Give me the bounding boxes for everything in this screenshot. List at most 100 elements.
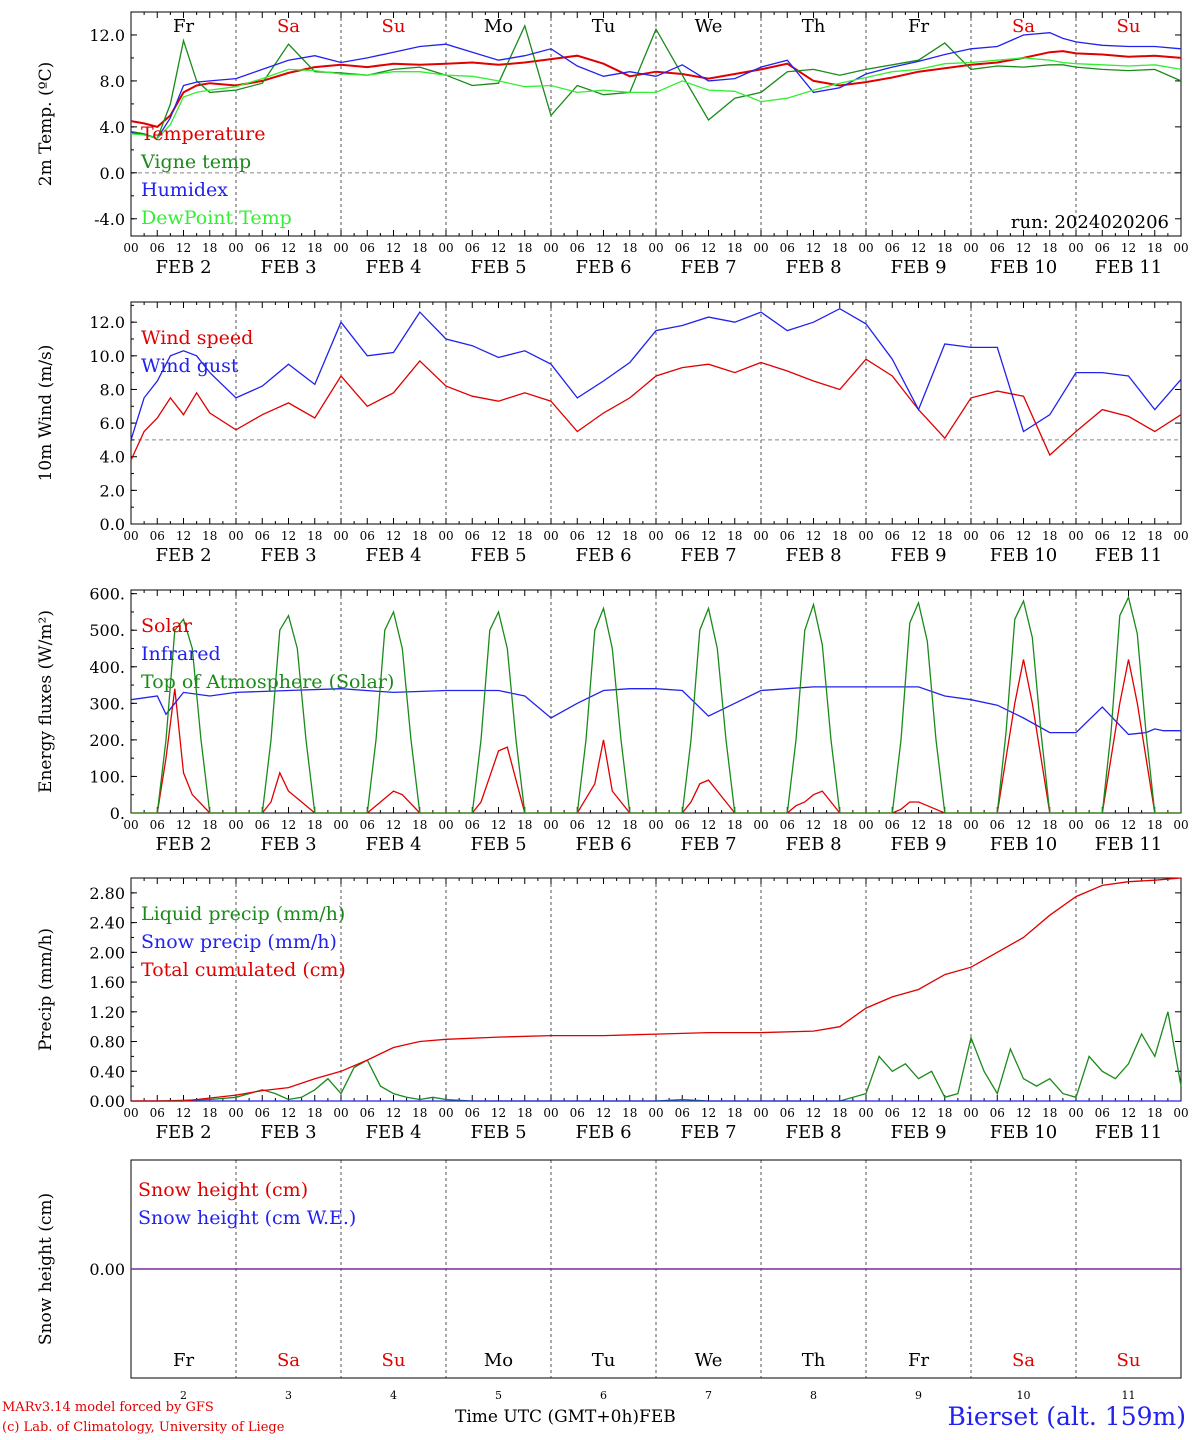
hour-tick-label: 12 [596, 241, 611, 255]
date-label: FEB 8 [785, 834, 841, 855]
time-axis-label: Time UTC (GMT+0h)FEB [455, 1407, 676, 1427]
weekday-label: Tu [592, 16, 616, 37]
hour-tick-label: 06 [1095, 529, 1110, 543]
hour-tick-label: 00 [228, 1106, 243, 1120]
day-number: 5 [495, 1389, 502, 1400]
station-title: Bierset (alt. 159m) [947, 1402, 1186, 1431]
date-label: FEB 2 [155, 834, 211, 855]
hour-tick-label: 06 [255, 1106, 270, 1120]
hour-tick-label: 06 [465, 818, 480, 832]
hour-tick-label: 06 [675, 529, 690, 543]
hour-tick-label: 00 [648, 818, 663, 832]
hour-tick-label: 06 [150, 1106, 165, 1120]
y-tick-label: 500. [89, 621, 125, 640]
hour-tick-label: 06 [570, 529, 585, 543]
date-label: FEB 9 [890, 545, 946, 566]
hour-tick-label: 12 [176, 818, 191, 832]
hour-tick-label: 06 [780, 818, 795, 832]
y-tick-label: 400. [89, 658, 125, 677]
hour-tick-label: 12 [1016, 529, 1031, 543]
y-tick-label: 12.0 [89, 26, 125, 45]
hour-tick-label: 18 [622, 241, 637, 255]
series-wind-speed [130, 358, 1182, 461]
y-tick-label: 600. [89, 585, 125, 604]
y-tick-label: 4.0 [100, 448, 125, 467]
y-tick-label: 0.0 [100, 164, 125, 183]
hour-tick-label: 12 [701, 1106, 716, 1120]
weekday-label: Tu [592, 1350, 616, 1371]
y-tick-label: 6.0 [100, 414, 125, 433]
lab-credit: (c) Lab. of Climatology, University of L… [2, 1420, 285, 1435]
hour-tick-label: 12 [596, 529, 611, 543]
hour-tick-label: 00 [228, 818, 243, 832]
hour-tick-label: 12 [1121, 241, 1136, 255]
hour-tick-label: 18 [832, 818, 847, 832]
weekday-label: Mo [484, 16, 513, 37]
hour-tick-label: 06 [570, 818, 585, 832]
hour-tick-label: 12 [911, 529, 926, 543]
date-label: FEB 9 [890, 834, 946, 855]
date-label: FEB 3 [260, 257, 316, 278]
hour-tick-label: 00 [753, 529, 768, 543]
month-label: FEB [639, 1407, 676, 1427]
hour-tick-label: 06 [465, 241, 480, 255]
hour-tick-label: 12 [1121, 529, 1136, 543]
date-label: FEB 6 [575, 834, 631, 855]
date-label: FEB 2 [155, 545, 211, 566]
hour-tick-label: 18 [727, 818, 742, 832]
series-wind-gust [130, 307, 1182, 441]
legend-entry: Snow height (cm) [138, 1179, 308, 1201]
y-tick-label: 2.0 [100, 481, 125, 500]
hour-tick-label: 12 [491, 1106, 506, 1120]
hour-tick-label: 18 [937, 818, 952, 832]
date-label: FEB 4 [365, 1122, 421, 1143]
hour-tick-label: 18 [1147, 1106, 1162, 1120]
hour-tick-label: 06 [885, 241, 900, 255]
hour-tick-label: 06 [1095, 818, 1110, 832]
hour-tick-label: 12 [806, 529, 821, 543]
date-label: FEB 10 [990, 257, 1057, 278]
hour-tick-label: 12 [281, 529, 296, 543]
day-number: 3 [285, 1389, 292, 1400]
legend-entry: DewPoint Temp [141, 207, 292, 229]
hour-tick-label: 12 [596, 1106, 611, 1120]
hour-tick-label: 06 [570, 1106, 585, 1120]
time-axis-title: Time UTC (GMT+0h) [455, 1407, 640, 1427]
date-label: FEB 3 [260, 834, 316, 855]
hour-tick-label: 00 [753, 818, 768, 832]
hour-tick-label: 18 [832, 241, 847, 255]
date-label: FEB 10 [990, 834, 1057, 855]
hour-tick-label: 00 [753, 1106, 768, 1120]
hour-tick-label: 18 [412, 1106, 427, 1120]
day-number: 9 [915, 1389, 922, 1400]
hour-tick-label: 00 [858, 241, 873, 255]
hour-tick-label: 00 [543, 241, 558, 255]
hour-tick-label: 12 [1016, 241, 1031, 255]
legend-entry: Humidex [141, 179, 228, 201]
hour-tick-label: 00 [333, 1106, 348, 1120]
hour-tick-label: 06 [675, 241, 690, 255]
y-tick-label: 1.20 [89, 1003, 125, 1022]
weekday-label: Th [802, 16, 826, 37]
date-label: FEB 8 [785, 1122, 841, 1143]
hour-tick-label: 06 [675, 1106, 690, 1120]
date-label: FEB 2 [155, 257, 211, 278]
y-axis-label: 10m Wind (m/s) [36, 345, 56, 482]
hour-tick-label: 00 [438, 529, 453, 543]
hour-tick-label: 18 [727, 241, 742, 255]
panel-precip [130, 877, 1182, 1102]
hour-tick-label: 18 [517, 1106, 532, 1120]
weekday-label: Sa [277, 16, 300, 37]
y-tick-label: 100. [89, 767, 125, 786]
hour-tick-label: 18 [1147, 818, 1162, 832]
hour-tick-label: 12 [281, 241, 296, 255]
hour-tick-label: 00 [123, 818, 138, 832]
series-humidex [130, 32, 1182, 140]
weekday-label: Su [382, 1350, 406, 1371]
weekday-label: Sa [1012, 1350, 1035, 1371]
hour-tick-label: 00 [438, 818, 453, 832]
date-label: FEB 5 [470, 545, 526, 566]
weekday-label: Su [382, 16, 406, 37]
hour-tick-label: 06 [990, 818, 1005, 832]
panel-wind [130, 301, 1182, 525]
